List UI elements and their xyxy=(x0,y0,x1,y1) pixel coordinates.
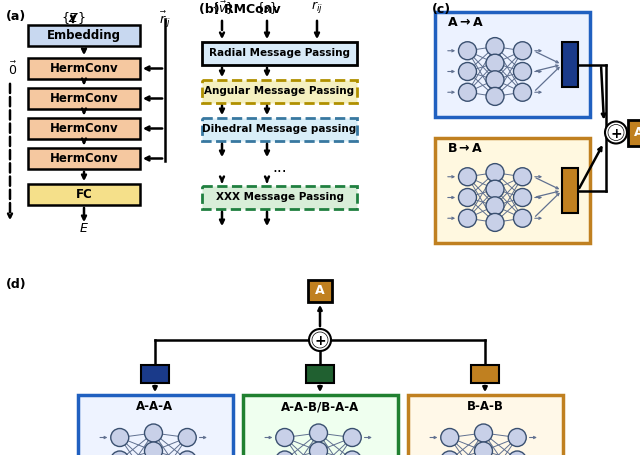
Text: XXX Message Passing: XXX Message Passing xyxy=(216,192,344,202)
Circle shape xyxy=(486,197,504,215)
Circle shape xyxy=(458,42,477,60)
Circle shape xyxy=(474,424,493,442)
Bar xyxy=(435,12,590,117)
Text: +: + xyxy=(314,334,326,348)
Bar xyxy=(562,42,578,87)
Bar xyxy=(28,148,140,169)
Circle shape xyxy=(608,125,624,141)
Bar xyxy=(308,280,332,302)
Circle shape xyxy=(508,429,526,446)
Circle shape xyxy=(486,54,504,72)
Circle shape xyxy=(508,451,526,455)
Bar xyxy=(562,168,578,213)
Text: $\vec{r}_{ij}$: $\vec{r}_{ij}$ xyxy=(159,10,171,30)
Circle shape xyxy=(111,451,129,455)
Circle shape xyxy=(486,87,504,106)
Text: A: A xyxy=(634,126,640,139)
Bar xyxy=(202,42,357,65)
Circle shape xyxy=(486,213,504,232)
Bar xyxy=(628,120,640,146)
Bar xyxy=(471,365,499,383)
Circle shape xyxy=(441,451,459,455)
Text: Embedding: Embedding xyxy=(47,29,121,42)
Circle shape xyxy=(343,451,361,455)
Text: $\mathbf{A \rightarrow A}$: $\mathbf{A \rightarrow A}$ xyxy=(447,16,483,30)
Bar xyxy=(243,395,398,455)
Text: $\{s\}$: $\{s\}$ xyxy=(256,0,278,16)
Circle shape xyxy=(145,424,163,442)
Circle shape xyxy=(486,164,504,182)
Circle shape xyxy=(179,429,196,446)
Circle shape xyxy=(513,188,531,207)
Circle shape xyxy=(276,451,294,455)
Bar xyxy=(408,395,563,455)
Circle shape xyxy=(486,180,504,198)
Circle shape xyxy=(145,442,163,455)
Text: $\{\vec{v}\}$: $\{\vec{v}\}$ xyxy=(211,0,233,16)
Text: (b) RMConv: (b) RMConv xyxy=(199,3,280,16)
Circle shape xyxy=(309,329,331,351)
Text: Angular Message Passing: Angular Message Passing xyxy=(204,86,355,96)
Bar xyxy=(28,25,140,46)
Bar xyxy=(78,395,233,455)
Circle shape xyxy=(513,168,531,186)
Bar xyxy=(28,184,140,205)
Circle shape xyxy=(441,429,459,446)
Bar xyxy=(202,118,357,141)
Text: FC: FC xyxy=(76,188,92,201)
Bar xyxy=(202,186,357,209)
Text: $\vec{r}_{ij}$: $\vec{r}_{ij}$ xyxy=(311,0,323,16)
Circle shape xyxy=(458,62,477,81)
Bar xyxy=(202,80,357,103)
Text: (c): (c) xyxy=(432,3,451,16)
Bar xyxy=(435,138,590,243)
Circle shape xyxy=(486,38,504,56)
Circle shape xyxy=(513,42,531,60)
Circle shape xyxy=(458,209,477,227)
Text: Radial Message Passing: Radial Message Passing xyxy=(209,49,350,59)
Text: $\{Z\}$: $\{Z\}$ xyxy=(61,10,86,26)
Text: +: + xyxy=(610,126,622,141)
Text: HermConv: HermConv xyxy=(50,92,118,105)
Bar xyxy=(28,58,140,79)
Bar xyxy=(28,88,140,109)
Text: HermConv: HermConv xyxy=(50,122,118,135)
Circle shape xyxy=(458,83,477,101)
Circle shape xyxy=(513,83,531,101)
Text: A: A xyxy=(315,284,325,298)
Bar xyxy=(28,118,140,139)
Circle shape xyxy=(605,121,627,143)
Circle shape xyxy=(343,429,361,446)
Text: HermConv: HermConv xyxy=(50,152,118,165)
Text: A-A-B/B-A-A: A-A-B/B-A-A xyxy=(281,400,359,414)
Text: $\mathbf{B \rightarrow A}$: $\mathbf{B \rightarrow A}$ xyxy=(447,142,483,156)
Circle shape xyxy=(310,442,328,455)
Circle shape xyxy=(111,429,129,446)
Bar xyxy=(141,365,169,383)
Circle shape xyxy=(276,429,294,446)
Circle shape xyxy=(179,451,196,455)
Circle shape xyxy=(458,168,477,186)
Text: B-A-B: B-A-B xyxy=(467,400,504,414)
Text: $\vec{0}$: $\vec{0}$ xyxy=(8,61,17,78)
Circle shape xyxy=(513,62,531,81)
Text: (a): (a) xyxy=(6,10,26,23)
Text: HermConv: HermConv xyxy=(50,62,118,75)
Text: (d): (d) xyxy=(6,278,27,291)
Bar xyxy=(306,365,334,383)
Text: Dihedral Message passing: Dihedral Message passing xyxy=(202,125,356,135)
Text: A-A-A: A-A-A xyxy=(136,400,173,414)
Text: ...: ... xyxy=(272,161,287,176)
Circle shape xyxy=(310,424,328,442)
Circle shape xyxy=(513,209,531,227)
Text: $E$: $E$ xyxy=(79,222,89,236)
Circle shape xyxy=(458,188,477,207)
Circle shape xyxy=(474,442,493,455)
Circle shape xyxy=(312,332,328,348)
Circle shape xyxy=(486,71,504,89)
